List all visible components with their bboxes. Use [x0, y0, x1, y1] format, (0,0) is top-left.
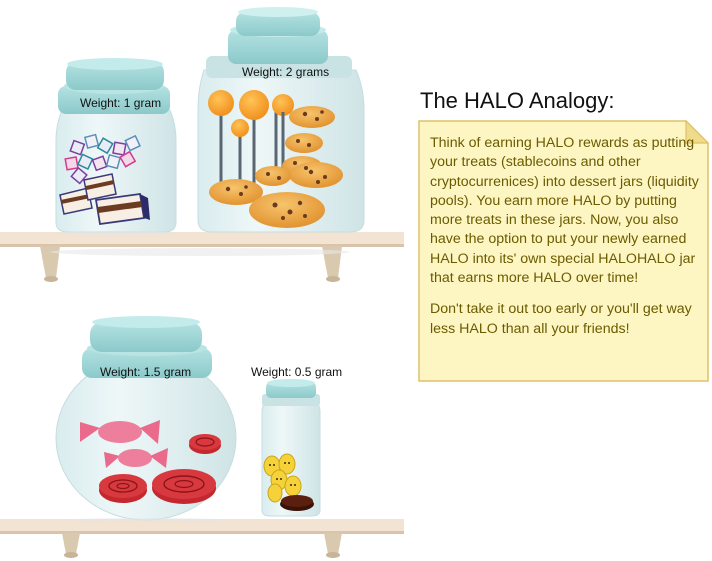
cookies [209, 106, 343, 228]
wrapped-candies [80, 420, 168, 468]
yellow-coins [263, 453, 302, 503]
jar-weight-label: Weight: 1 gram [80, 96, 162, 110]
jar-small-candy [55, 58, 177, 233]
analogy-title: The HALO Analogy: [420, 88, 615, 113]
chocolate-piece [280, 495, 314, 511]
jar-weight-label: Weight: 0.5 gram [251, 365, 343, 379]
spiral-candies [99, 434, 221, 504]
sugar-cubes [64, 133, 141, 185]
jar-weight-label: Weight: 2 grams [242, 65, 330, 79]
note-paragraph: Think of earning HALO rewards as putting… [430, 135, 699, 287]
analogy-note: Think of earning HALO rewards as putting… [418, 120, 709, 382]
jar-round-sweets [55, 316, 237, 521]
jar-weight-label: Weight: 1.5 gram [100, 365, 192, 379]
note-shape [418, 120, 709, 382]
jar-large-cookies [197, 7, 365, 233]
note-paragraph: Don't take it out too early or you'll ge… [430, 301, 692, 337]
top-shelf [0, 232, 404, 282]
cake-bars [59, 173, 150, 226]
jar-small-cylinder [261, 379, 321, 517]
bottom-shelf [0, 519, 404, 558]
